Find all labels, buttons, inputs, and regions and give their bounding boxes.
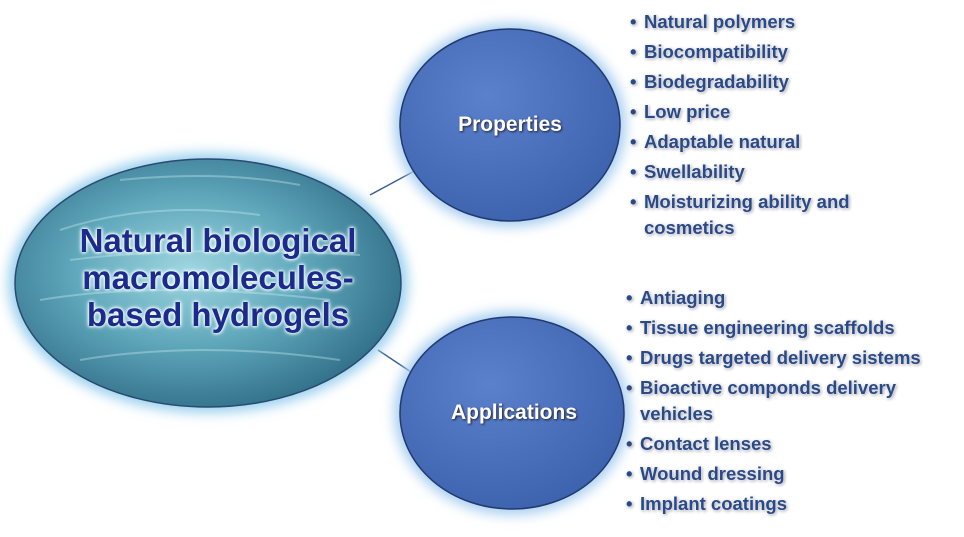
center-title: Natural biological macromolecules- based…	[28, 222, 408, 333]
bullet-list: Natural polymers Biocompatibility Biodegra…	[630, 9, 920, 245]
bullet-item: Wound dressing	[626, 461, 962, 487]
bullet-item: Drugs targeted delivery sistems	[626, 345, 962, 371]
bullet-item: Natural polymers	[630, 9, 920, 35]
bullet-item: Tissue engineering scaffolds	[626, 315, 962, 341]
bullet-item: Swellability	[630, 159, 920, 185]
properties-node	[399, 28, 621, 222]
bullet-item: Bioactive componds delivery vehicles	[626, 375, 962, 427]
texture	[39, 175, 361, 361]
title-line: based hydrogels	[86, 296, 350, 333]
bullet-list: Antiaging Tissue engineering scaffolds Dru…	[626, 285, 962, 521]
title-line: macromolecules-	[82, 259, 354, 296]
node-label: Properties	[458, 113, 562, 136]
bullet-item: Implant coatings	[626, 491, 962, 517]
bullet-item: Biodegradability	[630, 69, 920, 95]
bullet-item: Moisturizing ability and cosmetics	[630, 189, 920, 241]
node-label: Applications	[450, 401, 577, 424]
applications-node	[399, 316, 625, 510]
center-node	[14, 158, 402, 408]
bullet-item: Low price	[630, 99, 920, 125]
bullet-item: Adaptable natural	[630, 129, 920, 155]
bullet-item: Antiaging	[626, 285, 962, 311]
bullet-item: Contact lenses	[626, 431, 962, 457]
title-line: Natural biological	[79, 222, 357, 259]
bullet-item: Biocompatibility	[630, 39, 920, 65]
